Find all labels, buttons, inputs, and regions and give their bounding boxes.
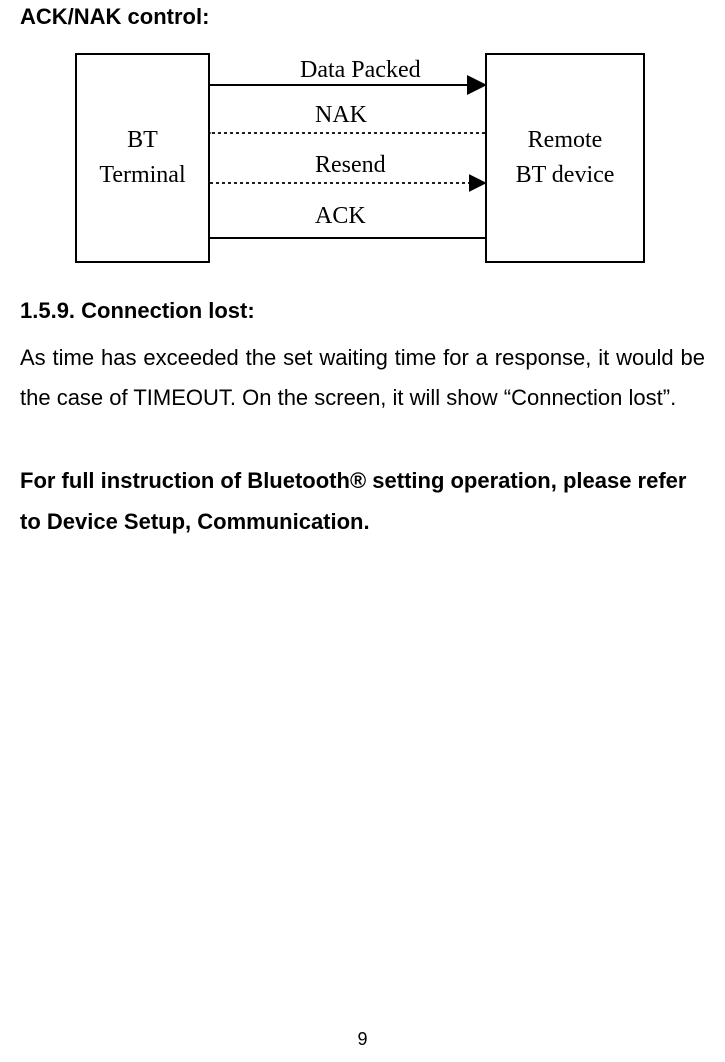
heading-connection-lost: 1.5.9. Connection lost: — [20, 298, 705, 324]
bt-terminal-line2: Terminal — [99, 158, 185, 193]
remote-line2: BT device — [516, 158, 615, 193]
remote-line1: Remote — [528, 123, 603, 158]
page-number: 9 — [0, 1029, 725, 1050]
bt-terminal-line1: BT — [127, 123, 158, 158]
label-ack: ACK — [315, 203, 366, 230]
label-data-packed: Data Packed — [300, 57, 421, 84]
bt-terminal-box: BT Terminal — [75, 53, 210, 263]
remote-bt-device-box: Remote BT device — [485, 53, 645, 263]
connection-lost-body: As time has exceeded the set waiting tim… — [20, 338, 705, 419]
label-resend: Resend — [315, 152, 386, 179]
full-instruction-note: For full instruction of Bluetooth® setti… — [20, 461, 705, 542]
label-nak: NAK — [315, 102, 367, 129]
heading-ack-nak: ACK/NAK control: — [20, 2, 705, 33]
ack-nak-diagram: BT Terminal Remote BT device Data Packed… — [75, 53, 645, 268]
